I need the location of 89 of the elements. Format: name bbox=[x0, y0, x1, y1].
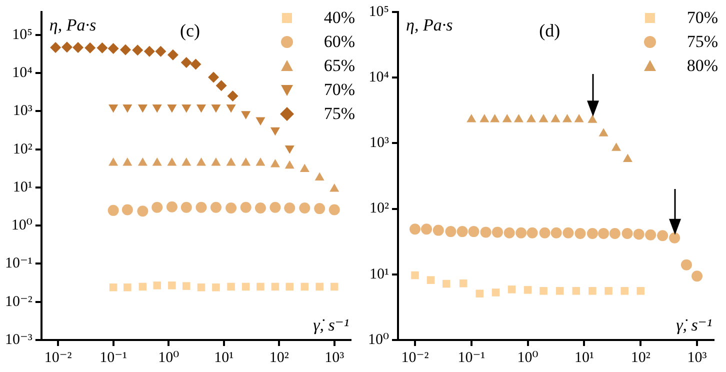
point bbox=[284, 202, 296, 214]
y-tick-label: 10⁰ bbox=[368, 332, 390, 348]
point bbox=[109, 283, 118, 292]
point bbox=[153, 282, 161, 290]
x-tick-label: 10² bbox=[269, 350, 290, 366]
y-tick-label: 10⁵ bbox=[12, 26, 32, 43]
point bbox=[182, 282, 190, 290]
point bbox=[180, 202, 192, 213]
legend-label: 70% bbox=[686, 8, 718, 28]
x-tick-label: 10³ bbox=[687, 350, 708, 366]
x-tick-label: 10⁻² bbox=[401, 350, 430, 366]
y-tick-label: 10¹ bbox=[370, 266, 390, 282]
point bbox=[242, 282, 250, 291]
point bbox=[197, 283, 206, 292]
point bbox=[254, 202, 266, 214]
point bbox=[328, 204, 340, 216]
point bbox=[211, 157, 221, 166]
point bbox=[138, 157, 148, 166]
point bbox=[330, 184, 340, 192]
point bbox=[210, 202, 222, 213]
point bbox=[240, 202, 252, 213]
point bbox=[330, 282, 338, 291]
x-axis-title: γ̇, s⁻¹ bbox=[313, 315, 349, 334]
point bbox=[166, 201, 178, 212]
point bbox=[152, 157, 162, 166]
point bbox=[124, 283, 132, 292]
point bbox=[196, 157, 206, 166]
point bbox=[227, 282, 235, 291]
x-tick-label: 10² bbox=[630, 350, 651, 366]
y-tick-label: 10³ bbox=[12, 103, 33, 120]
y-tick-label: 10⁻¹ bbox=[4, 256, 32, 272]
point bbox=[167, 157, 177, 166]
x-tick-label: 10⁻¹ bbox=[458, 350, 486, 366]
y-tick-label: 10⁻³ bbox=[4, 332, 33, 348]
x-tick-label: 10³ bbox=[324, 350, 345, 366]
point bbox=[256, 282, 264, 291]
x-tick-label: 10⁰ bbox=[517, 350, 538, 366]
legend-label: 60% bbox=[324, 32, 355, 52]
y-tick-label: 10¹ bbox=[12, 179, 32, 196]
point bbox=[256, 157, 266, 166]
x-tick-label: 10¹ bbox=[214, 350, 234, 366]
point bbox=[196, 202, 207, 213]
x-tick-label: 10⁰ bbox=[158, 350, 180, 366]
point bbox=[152, 202, 163, 213]
point bbox=[137, 206, 148, 217]
point bbox=[300, 164, 310, 172]
y-tick-label: 10² bbox=[370, 200, 390, 217]
point bbox=[226, 202, 237, 214]
point bbox=[182, 157, 192, 166]
point bbox=[108, 157, 118, 166]
y-tick-label: 10³ bbox=[370, 135, 390, 152]
text: (c) bbox=[180, 20, 200, 41]
legend-label: 75% bbox=[686, 32, 718, 52]
text: (d) bbox=[539, 20, 560, 41]
point bbox=[270, 202, 281, 213]
point bbox=[299, 202, 310, 214]
x-tick-label: 10⁻¹ bbox=[100, 350, 128, 366]
y-tick-label: 10⁵ bbox=[368, 4, 390, 20]
point bbox=[241, 157, 251, 166]
point bbox=[212, 283, 220, 292]
y-axis-title: η, Pa·s bbox=[406, 15, 454, 34]
y-tick-label: 10² bbox=[12, 141, 33, 158]
legend-label: 75% bbox=[324, 104, 355, 124]
point bbox=[270, 159, 280, 168]
legend-label: 65% bbox=[324, 56, 355, 76]
y-tick-label: 10⁻² bbox=[4, 294, 33, 310]
point bbox=[108, 204, 119, 216]
point bbox=[122, 204, 133, 216]
point bbox=[314, 172, 324, 180]
y-tick-label: 10⁴ bbox=[368, 70, 390, 86]
y-tick-label: 10⁴ bbox=[12, 65, 32, 82]
point bbox=[316, 282, 324, 291]
point bbox=[168, 282, 176, 290]
point bbox=[286, 282, 294, 291]
point bbox=[271, 282, 280, 291]
point bbox=[138, 282, 147, 291]
point bbox=[314, 203, 326, 214]
point bbox=[226, 157, 236, 166]
x-tick-label: 10⁻² bbox=[44, 350, 72, 366]
y-tick-label: 10⁰ bbox=[11, 218, 32, 234]
legend-label: 70% bbox=[324, 80, 355, 100]
y-axis-title: η, Pa·s bbox=[49, 15, 96, 34]
point bbox=[300, 282, 309, 291]
point bbox=[284, 160, 294, 169]
x-axis-title: γ̇, s⁻¹ bbox=[676, 315, 712, 334]
legend-label: 40% bbox=[324, 8, 355, 28]
x-tick-label: 10¹ bbox=[574, 350, 594, 366]
point bbox=[122, 157, 132, 166]
legend-label: 80% bbox=[686, 56, 718, 76]
